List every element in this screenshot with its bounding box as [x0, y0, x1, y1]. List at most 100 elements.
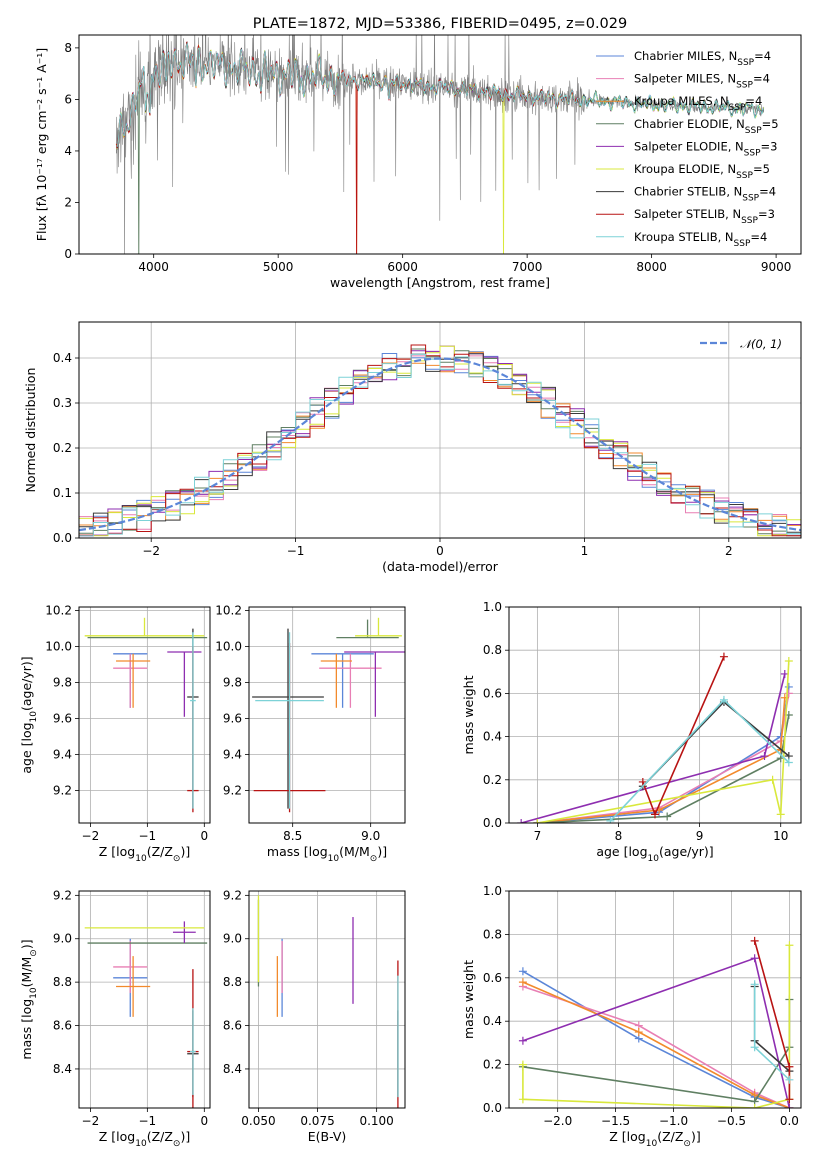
errorbar-point-4: [172, 921, 196, 944]
legend-entry: Salpeter STELIB, NSSP=3: [634, 207, 775, 226]
y-tick-label: 0.2: [483, 1058, 502, 1072]
panel-residual-histogram: −2 −1 0 1 2 0.0 0.1 0.2 0.3 0.4 (data-model)/error…: [23, 321, 802, 574]
axes-frame: [248, 890, 406, 1109]
y-tick-label: 10.2: [45, 604, 72, 618]
mass-weight-series-3: [537, 714, 790, 823]
axes-frame: [508, 890, 802, 1109]
x-axis-label: age [log10(age/yr)]: [596, 844, 713, 864]
x-tick-label: −1: [287, 544, 305, 558]
plus-marker: [785, 1104, 794, 1108]
errorbar-point-4: [167, 651, 202, 717]
x-tick-label: 0: [200, 829, 208, 843]
panel-age-vs-metallicity: −2 −1 0 9.2 9.4 9.6 9.8 10.0 10.2 Z [log10(Z/Z⊙)]…: [19, 604, 211, 864]
plus-marker: [785, 1062, 794, 1071]
x-tick-label: 9: [696, 829, 704, 843]
axes-frame: [78, 606, 211, 824]
histogram-series-7: [79, 344, 801, 537]
y-tick-label: 8.4: [53, 1062, 72, 1076]
plot-area: [84, 921, 208, 1108]
y-tick-label: 10.0: [215, 640, 242, 654]
y-tick-label: 9.2: [53, 888, 72, 902]
mass-weight-series-6: [753, 986, 790, 1072]
x-tick-label: −1: [138, 1114, 156, 1128]
plus-marker: [750, 936, 759, 945]
panel-spectrum: 4000 5000 6000 7000 8000 9000 0 2 4 6 8 PLATE=1872,…: [34, 16, 802, 290]
y-tick-label: 0.8: [483, 927, 502, 941]
model-spectrum-series-8: [116, 41, 765, 147]
errorbar-point-2: [320, 653, 352, 708]
chart-title: PLATE=1872, MJD=53386, FIBERID=0495, z=0…: [253, 16, 627, 32]
y-tick-label: 8: [64, 41, 72, 55]
y-tick-label: 9.6: [53, 712, 72, 726]
x-tick-label: 6000: [387, 260, 418, 274]
mass-weight-series-1: [537, 693, 790, 823]
plus-marker: [785, 1075, 794, 1084]
x-tick-label: 0.075: [300, 1114, 334, 1128]
y-tick-label: 0.0: [483, 816, 502, 830]
axes-frame: [78, 321, 802, 539]
plus-marker: [760, 752, 769, 761]
plus-marker: [518, 1095, 527, 1104]
panel-age-vs-mass: 8.5 9.0 9.2 9.4 9.6 9.8 10.0 10.2 mass [log10(M/…: [215, 604, 406, 864]
y-tick-label: 0.0: [483, 1101, 502, 1115]
y-tick-label: 0.4: [483, 730, 502, 744]
y-tick-label: 2: [64, 195, 72, 209]
legend-entry: 𝒩(0, 1): [740, 337, 782, 351]
axes-frame: [78, 890, 211, 1109]
y-tick-label: 9.2: [53, 784, 72, 798]
mass-weight-series-4: [520, 673, 786, 823]
y-tick-label: 9.2: [223, 784, 242, 798]
plus-marker: [606, 816, 615, 823]
x-tick-label: 0.050: [241, 1114, 275, 1128]
y-tick-label: 8.8: [53, 975, 72, 989]
errorbar-point-8: [190, 632, 196, 809]
legend-entry: Kroupa STELIB, NSSP=4: [634, 230, 767, 249]
x-tick-label: 7: [534, 829, 542, 843]
plot-area: [84, 617, 208, 813]
legend-entry: Chabrier ELODIE, NSSP=5: [634, 117, 779, 136]
y-tick-label: 0.0: [53, 531, 72, 545]
legend-entry: Chabrier MILES, NSSP=4: [634, 49, 771, 68]
y-axis-label: Normed distribution: [23, 368, 38, 493]
x-tick-label: 0.100: [359, 1114, 393, 1128]
errorbar-point-2: [116, 956, 151, 1017]
x-tick-label: 9000: [761, 260, 792, 274]
x-tick-label: −1: [138, 829, 156, 843]
x-tick-label: 7000: [512, 260, 543, 274]
errorbar-point-4: [344, 651, 405, 717]
y-tick-label: 10.2: [215, 604, 242, 618]
plus-marker: [518, 1036, 527, 1045]
plus-marker: [785, 1095, 794, 1104]
errorbar-point-3: [336, 619, 399, 639]
plus-marker: [768, 775, 777, 784]
y-tick-label: 0.6: [483, 971, 502, 985]
plus-marker: [651, 810, 659, 819]
y-tick-label: 9.0: [53, 932, 72, 946]
x-axis-label: (data-model)/error: [382, 559, 499, 574]
legend: Chabrier MILES, NSSP=4 Salpeter MILES, NS…: [596, 49, 779, 249]
x-axis-label: wavelength [Angstrom, rest frame]: [330, 275, 550, 290]
x-axis-label: E(B-V): [308, 1129, 347, 1144]
x-tick-label: −2: [82, 1114, 100, 1128]
y-tick-label: 0.1: [53, 486, 72, 500]
plus-marker: [533, 819, 542, 823]
y-tick-label: 1.0: [483, 884, 502, 898]
plus-marker: [785, 941, 794, 950]
y-tick-label: 10.0: [45, 640, 72, 654]
x-axis-label: Z [log10(Z/Z⊙)]: [99, 844, 190, 864]
legend: 𝒩(0, 1): [700, 337, 782, 351]
plus-marker: [750, 954, 759, 963]
y-tick-label: 9.6: [223, 712, 242, 726]
mass-weight-series-5: [537, 660, 790, 823]
axes-frame: [78, 34, 802, 255]
y-axis-label: mass weight: [461, 960, 476, 1039]
mass-weight-series-3: [522, 999, 791, 1103]
mass-weight-series-1: [522, 985, 790, 1108]
y-axis-label: mass [log10(M/M⊙)]: [19, 939, 39, 1059]
x-tick-label: 8000: [636, 260, 667, 274]
plus-marker: [634, 1028, 643, 1037]
x-tick-label: 1: [581, 544, 589, 558]
plus-marker: [784, 758, 793, 767]
x-tick-label: −2.0: [543, 1114, 572, 1128]
